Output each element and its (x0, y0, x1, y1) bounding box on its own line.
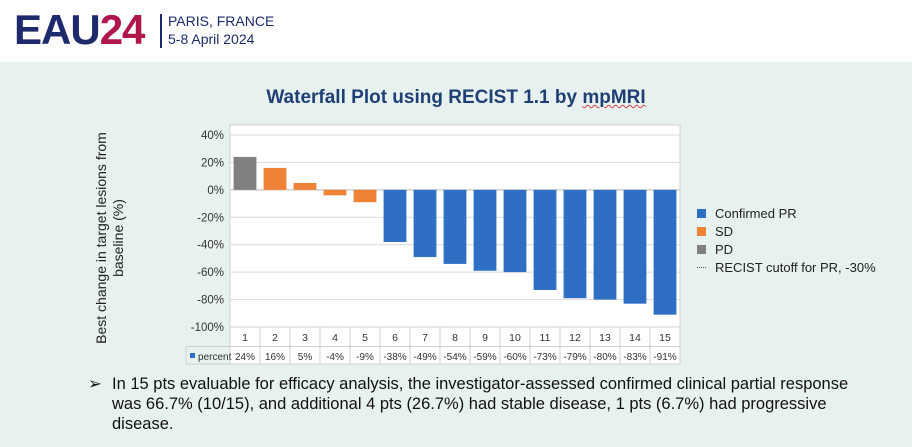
congress-city: PARIS, FRANCE (168, 13, 275, 29)
table-series-name: percent (198, 352, 232, 363)
data-label: -83% (623, 352, 646, 363)
bar-12 (563, 189, 587, 299)
x-tick-label: 7 (422, 332, 428, 344)
bar-2 (263, 167, 287, 190)
data-label: -59% (473, 352, 496, 363)
bar-13 (593, 189, 617, 300)
y-tick-label: -60% (197, 267, 224, 279)
x-tick-label: 3 (302, 332, 308, 344)
chart-legend: Confirmed PR SD PD RECIST cutoff for PR,… (697, 204, 876, 276)
table-series-key (190, 353, 195, 358)
y-tick-label: -80% (197, 295, 224, 307)
x-tick-label: 8 (452, 332, 458, 344)
bar-14 (623, 189, 647, 304)
legend-dotted-line (697, 266, 706, 268)
data-label: -38% (383, 352, 406, 363)
legend-label-recist-cutoff: RECIST cutoff for PR, -30% (715, 259, 876, 275)
x-tick-label: 12 (569, 332, 581, 344)
data-label: -4% (326, 352, 344, 363)
eau24-logo: EAU24 (14, 6, 146, 54)
y-tick-label: 20% (201, 157, 224, 169)
x-tick-label: 11 (540, 332, 551, 344)
x-tick-label: 6 (392, 332, 398, 344)
x-tick-label: 1 (242, 332, 248, 344)
data-label: -54% (443, 352, 466, 363)
x-tick-label: 9 (482, 332, 488, 344)
y-tick-label: 0% (207, 185, 224, 197)
x-tick-label: 13 (599, 332, 611, 344)
data-label: -79% (563, 352, 586, 363)
bullet-text: In 15 pts evaluable for efficacy analysi… (112, 375, 849, 433)
legend-label-confirmed-pr: Confirmed PR (715, 205, 797, 221)
legend-swatch-confirmed-pr (697, 208, 706, 218)
data-label: -73% (533, 352, 556, 363)
header: EAU24 PARIS, FRANCE 5-8 April 2024 (0, 0, 912, 62)
data-label: -80% (593, 352, 616, 363)
y-tick-label: 40% (201, 130, 224, 142)
legend-item-confirmed-pr: Confirmed PR (697, 204, 876, 222)
x-tick-label: 2 (272, 332, 278, 344)
bar-1 (233, 156, 257, 190)
chart-title: Waterfall Plot using RECIST 1.1 by mpMRI (0, 86, 912, 110)
logo-text: EAU (14, 6, 101, 53)
bar-7 (413, 189, 437, 258)
bar-8 (443, 189, 467, 264)
bar-3 (293, 183, 317, 190)
bar-5 (353, 189, 377, 203)
data-label: 16% (265, 352, 285, 363)
data-label: -91% (653, 352, 676, 363)
bar-9 (473, 189, 497, 271)
x-tick-label: 10 (509, 332, 521, 344)
legend-label-sd: SD (715, 223, 734, 239)
bar-15 (653, 189, 677, 315)
chart-title-tail: mpMRI (582, 87, 646, 108)
y-tick-label: -20% (197, 212, 224, 224)
congress-dates: 5-8 April 2024 (168, 31, 255, 47)
y-tick-label: -100% (191, 322, 224, 334)
data-label: 24% (235, 352, 255, 363)
legend-label-pd: PD (715, 241, 734, 257)
bar-4 (323, 189, 347, 196)
chart-title-main: Waterfall Plot using RECIST 1.1 by (266, 87, 583, 108)
legend-swatch-pd (697, 244, 706, 254)
data-label: -9% (356, 352, 374, 363)
legend-item-pd: PD (697, 240, 876, 258)
x-tick-label: 14 (629, 332, 641, 344)
data-label: -49% (413, 352, 436, 363)
x-tick-label: 5 (362, 332, 368, 344)
bar-6 (383, 189, 407, 242)
legend-item-sd: SD (697, 222, 876, 240)
bar-11 (533, 189, 557, 290)
legend-item-recist-cutoff: RECIST cutoff for PR, -30% (697, 258, 876, 276)
logo-divider (160, 14, 162, 48)
x-tick-label: 4 (332, 332, 338, 344)
x-tick-label: 15 (659, 332, 671, 344)
legend-swatch-sd (697, 226, 706, 236)
bullet-arrow-icon: ➢ (88, 375, 102, 393)
y-tick-label: -40% (197, 240, 224, 252)
data-label: 5% (298, 352, 313, 363)
bar-10 (503, 189, 527, 273)
data-label: -60% (503, 352, 526, 363)
logo-number: 24 (99, 6, 146, 53)
